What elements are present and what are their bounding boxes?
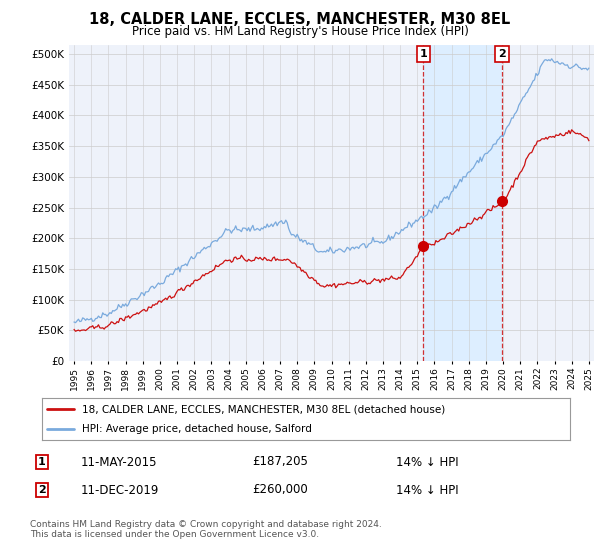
Text: 1: 1 [419, 49, 427, 59]
Bar [424, 45, 502, 361]
Text: 2: 2 [498, 49, 506, 59]
Text: 1: 1 [38, 457, 46, 467]
Text: Price paid vs. HM Land Registry's House Price Index (HPI): Price paid vs. HM Land Registry's House … [131, 25, 469, 38]
Text: 11-MAY-2015: 11-MAY-2015 [81, 455, 157, 469]
Text: Contains HM Land Registry data © Crown copyright and database right 2024.
This d: Contains HM Land Registry data © Crown c… [30, 520, 382, 539]
Text: £260,000: £260,000 [252, 483, 308, 497]
Text: 14% ↓ HPI: 14% ↓ HPI [396, 455, 458, 469]
Text: 2: 2 [38, 485, 46, 495]
Text: 14% ↓ HPI: 14% ↓ HPI [396, 483, 458, 497]
Text: HPI: Average price, detached house, Salford: HPI: Average price, detached house, Salf… [82, 424, 311, 434]
Text: 18, CALDER LANE, ECCLES, MANCHESTER, M30 8EL: 18, CALDER LANE, ECCLES, MANCHESTER, M30… [89, 12, 511, 27]
Text: £187,205: £187,205 [252, 455, 308, 469]
Text: 11-DEC-2019: 11-DEC-2019 [81, 483, 160, 497]
Text: 18, CALDER LANE, ECCLES, MANCHESTER, M30 8EL (detached house): 18, CALDER LANE, ECCLES, MANCHESTER, M30… [82, 404, 445, 414]
